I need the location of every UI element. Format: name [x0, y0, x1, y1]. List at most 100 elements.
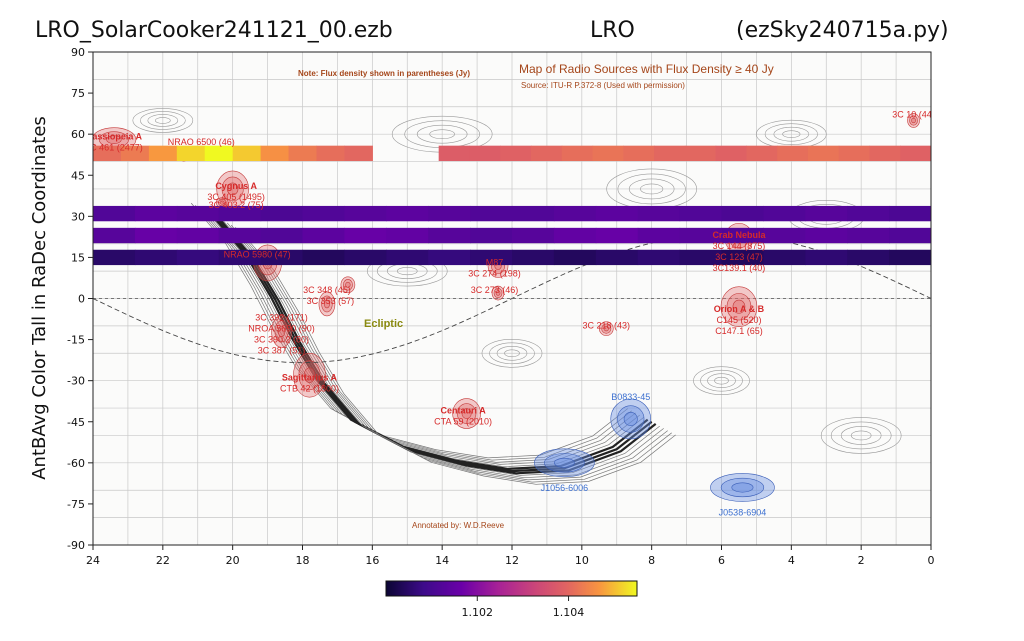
strip-cell — [218, 249, 262, 266]
strip-cell — [595, 205, 639, 222]
radio-source-blob — [603, 325, 609, 332]
x-tick-label: 16 — [365, 554, 379, 567]
radio-source-blob — [321, 295, 333, 313]
x-tick-label: 4 — [788, 554, 795, 567]
strip-cell — [889, 249, 931, 266]
pulsar-source-blob — [554, 457, 575, 468]
strip-cell — [595, 227, 639, 244]
source-annotations: Cassiopeia A3C 461 (2477) Cygnus A3C 405 … — [85, 110, 931, 518]
strip-cell — [512, 205, 555, 222]
radio-source-blob — [493, 288, 503, 298]
strip-cell — [746, 145, 778, 162]
colorbar-gradient — [385, 580, 638, 597]
title-file: LRO_SolarCooker241121_00.ezb — [35, 18, 393, 43]
background-contour — [693, 366, 750, 395]
strip-cell — [530, 145, 563, 162]
radio-source-blob — [274, 320, 289, 343]
pulsar-source-blob — [720, 477, 765, 498]
radio-source-blob — [227, 182, 239, 196]
strip-cell — [777, 145, 809, 162]
strip-cell — [93, 205, 136, 222]
source-label: 3C 403.2 (75) — [209, 200, 264, 210]
strip-cell — [260, 227, 304, 244]
map-source-note: Source: ITU-R P.372-8 (Used with permiss… — [521, 81, 685, 90]
radio-source-blob — [456, 403, 477, 424]
radio-source-blob — [298, 360, 321, 391]
background-contour — [416, 124, 468, 144]
strip-cell — [763, 227, 806, 244]
data-strips — [93, 145, 931, 266]
strip-cell — [134, 205, 178, 222]
source-label: Cassiopeia A — [86, 132, 143, 142]
pulsar-source-blob — [623, 412, 638, 426]
background-contour — [396, 267, 418, 276]
radio-source-blob — [221, 176, 244, 202]
strip-cell — [721, 205, 764, 222]
source-label: NRAO 6500 (46) — [168, 137, 235, 147]
y-tick-label: -60 — [67, 457, 85, 470]
radio-source-blob — [219, 200, 225, 205]
strip-cell — [386, 205, 429, 222]
strip-cell — [232, 145, 262, 162]
strip-cell — [654, 145, 686, 162]
radio-source-blob — [461, 408, 472, 419]
strip-cell — [869, 145, 901, 162]
x-tick-label: 0 — [928, 554, 935, 567]
source-label: NROA 5690 (90) — [248, 323, 315, 333]
strip-cell — [623, 145, 655, 162]
radio-source-blob — [323, 299, 330, 309]
strip-cell — [763, 249, 806, 266]
radio-source-blob — [601, 323, 612, 334]
source-label: Sagittarius A — [282, 373, 338, 383]
source-label: NRAO 5980 (47) — [224, 249, 291, 259]
map-flux-note: Note: Flux density shown in parentheses … — [298, 69, 470, 78]
source-label: 3C 387 (51) — [258, 345, 306, 355]
radio-source-blob — [340, 276, 356, 294]
strip-cell — [470, 205, 513, 222]
strip-cell — [561, 145, 594, 162]
pulsar-source-blob — [617, 405, 645, 433]
source-label: 3C 461 (2477) — [85, 143, 143, 153]
source-label: Cygnus A — [215, 181, 257, 191]
background-contour — [830, 421, 892, 450]
source-label: Crab Nebula — [712, 230, 766, 240]
strip-cell — [805, 227, 848, 244]
radio-source-blob — [342, 279, 353, 291]
background-contour — [628, 178, 675, 200]
source-label: 3C 405 (1495) — [207, 192, 265, 202]
source-label: M87 — [486, 258, 504, 268]
strip-cell — [715, 145, 747, 162]
x-tick-label: 10 — [575, 554, 589, 567]
ecliptic-curve — [93, 233, 931, 364]
strip-cell — [679, 249, 723, 266]
background-contour — [132, 108, 194, 133]
x-tick-label: 20 — [226, 554, 240, 567]
source-label: 3C 392 (171) — [255, 312, 308, 322]
source-label: CTB 42 (1800) — [280, 384, 339, 394]
source-label: 3C 218 (43) — [583, 321, 631, 331]
y-tick-label: 90 — [71, 46, 85, 59]
strip-cell — [93, 145, 122, 162]
x-axis-ticks: 24 22 20 18 16 14 12 10 8 6 4 2 0 — [86, 545, 935, 567]
strip-cell — [260, 249, 304, 266]
background-contour — [155, 117, 171, 124]
radio-source-blob — [277, 325, 286, 337]
strip-cell — [176, 227, 220, 244]
radio-source-blob — [106, 135, 122, 144]
x-tick-label: 6 — [718, 554, 725, 567]
strip-cell — [344, 227, 387, 244]
strip-cell — [500, 145, 532, 162]
pulsar-source-blob — [731, 482, 754, 493]
strip-cell — [637, 205, 681, 222]
strip-cell — [763, 205, 806, 222]
strip-cell — [847, 249, 890, 266]
radio-source-blob — [345, 281, 351, 288]
strip-cell — [218, 227, 262, 244]
strip-cell — [900, 145, 931, 162]
source-label: C147.1 (65) — [715, 326, 763, 336]
strip-cell — [684, 145, 717, 162]
map-title: Map of Radio Sources with Flux Density ≥… — [519, 62, 774, 76]
background-contour — [773, 126, 810, 142]
background-contour — [617, 173, 686, 205]
strip-cell — [386, 227, 429, 244]
